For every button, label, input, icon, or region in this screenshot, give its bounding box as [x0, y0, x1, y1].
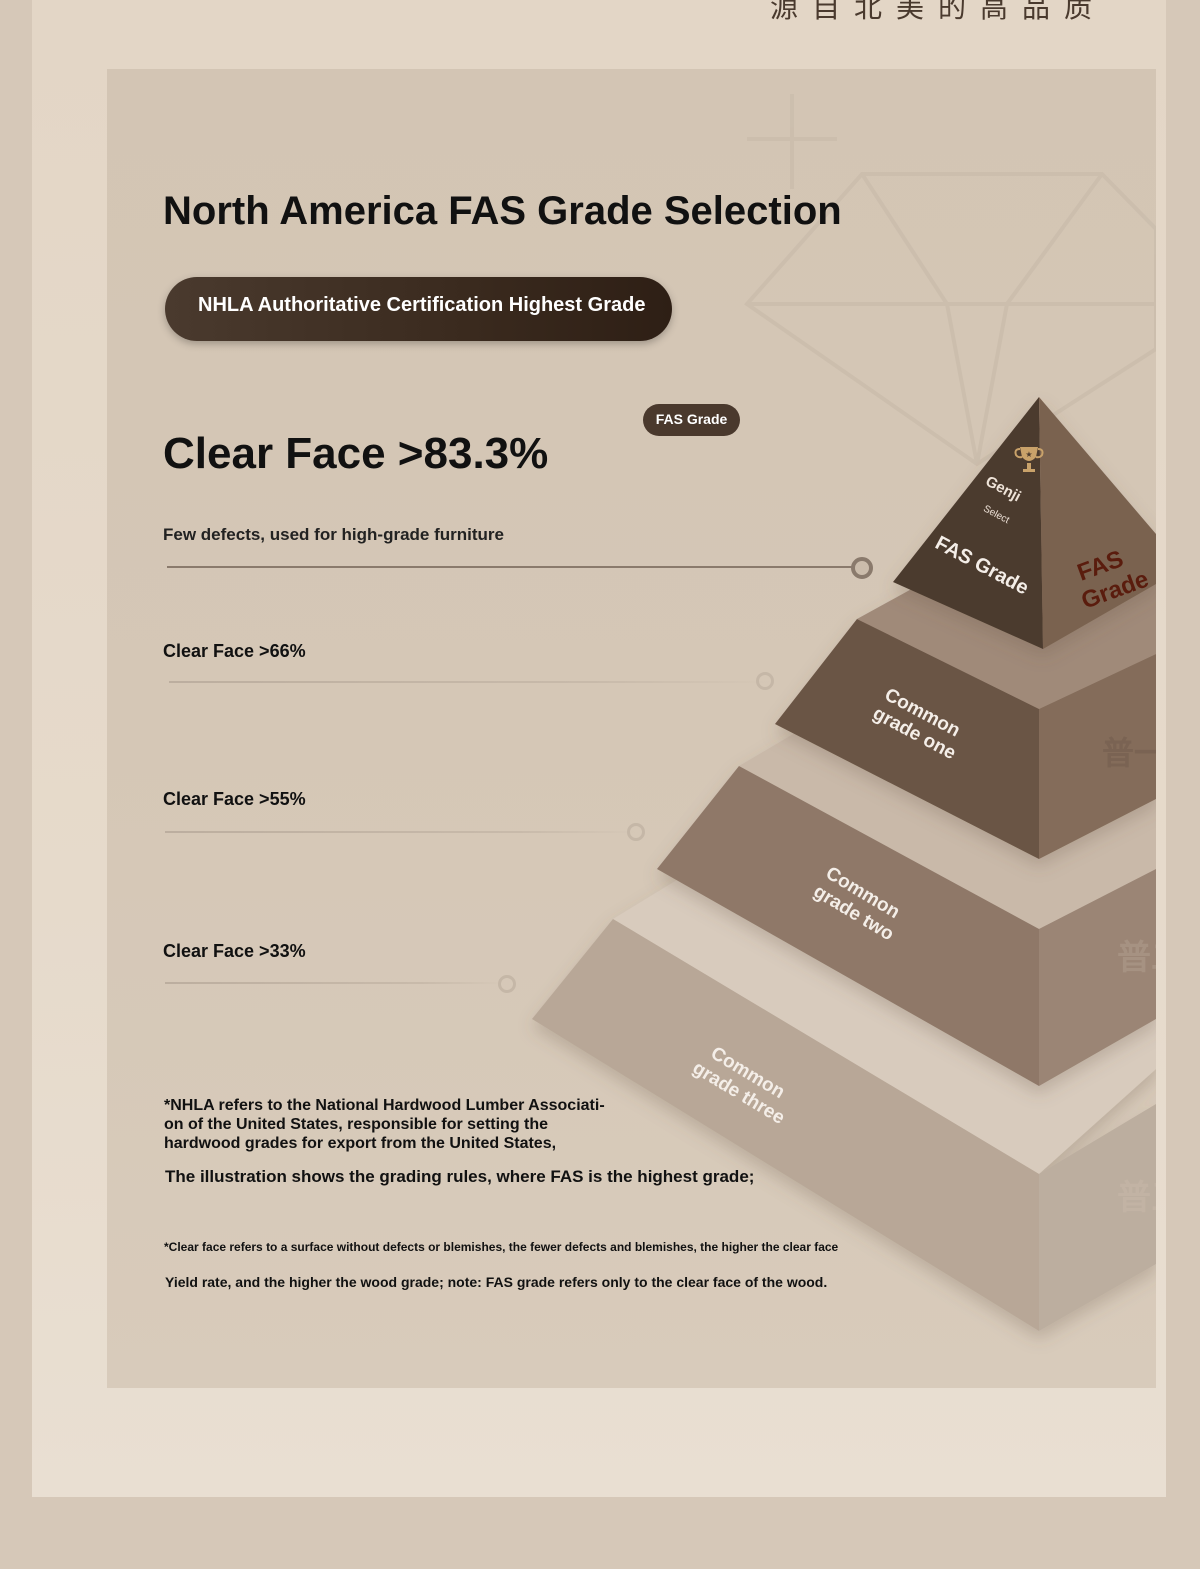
fas-connector-line [167, 566, 857, 568]
nhla-note-line1: *NHLA refers to the National Hardwood Lu… [164, 1097, 605, 1114]
grade-two-connector-line [165, 831, 635, 833]
grade-three-clear-face: Clear Face >33% [163, 941, 306, 961]
yield-note: Yield rate, and the higher the wood grad… [165, 1274, 828, 1290]
grade-one-connector-dot [756, 672, 774, 690]
certification-pill: NHLA Authoritative Certification Highest… [165, 277, 672, 341]
trophy-icon: ★ [1014, 447, 1044, 472]
grade-one-clear-face: Clear Face >66% [163, 641, 306, 661]
clear-face-definition: *Clear face refers to a surface without … [164, 1240, 839, 1254]
tier-two-side-glyph: 普二 [1117, 938, 1156, 978]
fas-clear-face: Clear Face >83.3% [163, 429, 549, 478]
grade-three-connector-dot [498, 975, 516, 993]
certification-pill-label: NHLA Authoritative Certification Highest… [198, 294, 646, 316]
fas-description: Few defects, used for high-grade furnitu… [163, 525, 504, 544]
nhla-note-line2: on of the United States, responsible for… [164, 1116, 549, 1133]
tier-three-side-glyph: 普三 [1117, 1178, 1156, 1218]
tier-one-side-glyph: 普一 [1102, 734, 1156, 772]
nhla-note: *NHLA refers to the National Hardwood Lu… [164, 1096, 634, 1153]
diamond-watermark [744, 94, 1156, 467]
fas-grade-badge: FAS Grade [643, 404, 740, 436]
header-partial-text: 源自北美的高品质 [770, 0, 1107, 24]
grade-one-connector-line [169, 681, 769, 683]
grade-three-connector-line [165, 982, 505, 984]
grade-pyramid: 普三 Common grade three 普二 Common grade tw… [532, 397, 1156, 1331]
svg-text:★: ★ [1025, 450, 1032, 459]
page-title: North America FAS Grade Selection [163, 189, 842, 233]
pyramid-top-fas: ★ Genji Select FAS Grade FAS Grade [893, 397, 1156, 649]
nhla-note-line3: hardwood grades for export from the Unit… [164, 1135, 557, 1152]
grade-two-clear-face: Clear Face >55% [163, 789, 306, 809]
content-panel: North America FAS Grade Selection NHLA A… [107, 69, 1156, 1388]
page-background: 源自北美的高品质 North America FAS Grade Selecti… [32, 0, 1166, 1497]
fas-connector-dot [851, 557, 873, 579]
illustration-note: The illustration shows the grading rules… [165, 1167, 755, 1186]
grade-two-connector-dot [627, 823, 645, 841]
